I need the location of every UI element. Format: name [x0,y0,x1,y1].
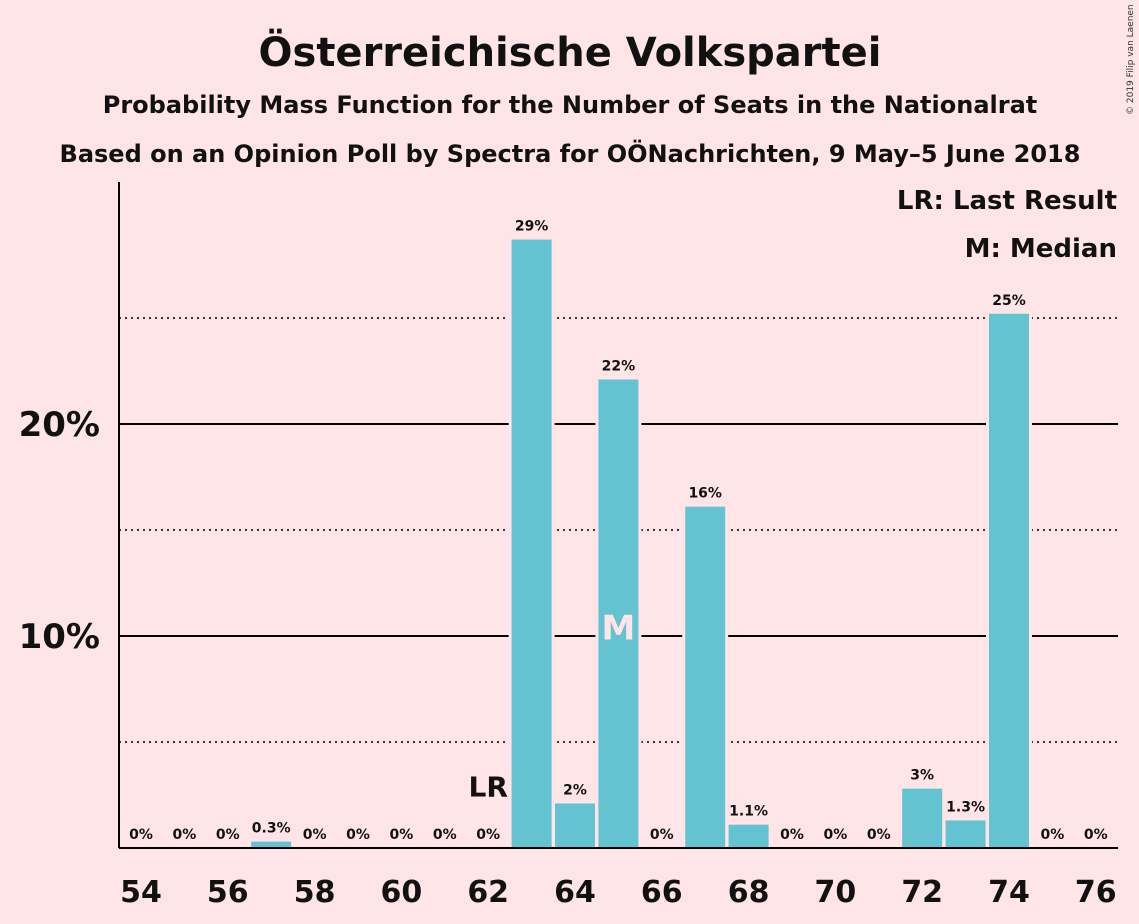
chart-subtitle: Probability Mass Function for the Number… [103,91,1038,119]
x-tick-label: 64 [554,875,596,910]
legend-median: M: Median [965,234,1117,264]
x-tick-label: 58 [294,875,336,910]
data-label: 0% [216,827,240,843]
y-tick-label: 10% [19,617,100,657]
data-label: 0% [303,827,327,843]
data-label: 0% [129,827,153,843]
x-tick-label: 70 [815,875,857,910]
x-tick-label: 72 [901,875,943,910]
data-label: 3% [910,768,934,784]
bar [511,239,552,848]
data-label: 0% [346,827,370,843]
data-label: 25% [992,293,1026,309]
data-label: 0% [650,827,674,843]
x-tick-label: 60 [381,875,423,910]
data-label: 2% [563,782,587,798]
y-tick-labels: 10% 20% [19,405,100,657]
legend-last-result: LR: Last Result [897,186,1117,216]
data-label: 22% [602,358,636,374]
bar [902,788,943,848]
bar [989,313,1029,848]
data-label: 1.1% [729,804,768,820]
data-labels-group: 0% 0% 0% 0.3% 0% 0% 0% 0% 0% 29% 2% 22% 0% 16% 1.1% 0% 0… [129,219,1108,843]
bar [598,379,639,848]
chart-source: Based on an Opinion Poll by Spectra for … [60,138,1081,168]
data-label: 1.3% [946,799,985,815]
x-tick-label: 66 [641,875,683,910]
data-label: 16% [688,486,722,502]
x-tick-label: 74 [988,875,1030,910]
median-marker: M [601,609,635,649]
data-label: 0% [780,827,804,843]
bar [251,841,292,848]
bar [555,803,595,848]
x-tick-label: 54 [120,875,162,910]
bar [685,506,726,848]
data-label: 0% [824,827,848,843]
bar [728,824,769,848]
last-result-marker: LR [468,770,507,803]
x-tick-label: 56 [207,875,249,910]
x-tick-label: 68 [728,875,770,910]
data-label: 0% [1041,827,1065,843]
data-label: 0% [476,827,500,843]
copyright-text: © 2019 Filip van Laenen [1126,4,1136,115]
data-label: 0% [1084,827,1108,843]
data-label: 0% [173,827,197,843]
y-tick-label: 20% [19,405,100,445]
data-label: 29% [515,219,549,235]
bars-group [248,237,1032,848]
chart-title: Österreichische Volkspartei [259,28,882,76]
data-label: 0.3% [252,821,291,837]
data-label: 0% [390,827,414,843]
x-tick-label: 62 [467,875,509,910]
data-label: 0% [433,827,457,843]
x-tick-labels: 54 56 58 60 62 64 66 68 70 72 74 76 [120,875,1117,910]
bar [945,820,986,848]
x-tick-label: 76 [1075,875,1117,910]
data-label: 0% [867,827,891,843]
